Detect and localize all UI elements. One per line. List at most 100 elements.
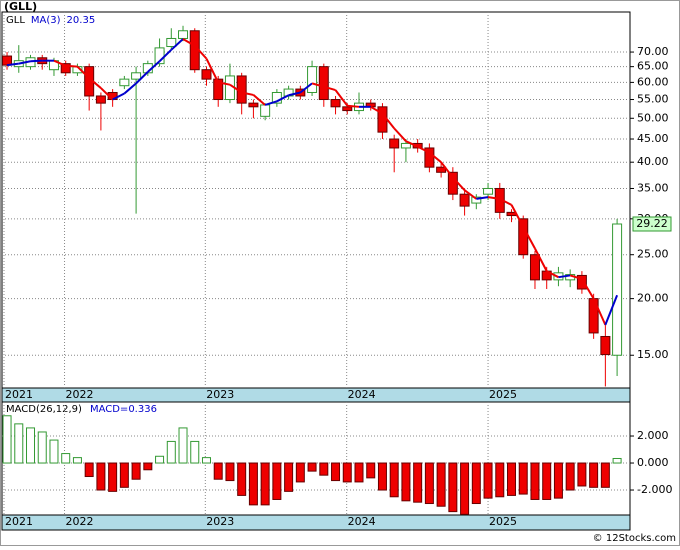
macd-bar (507, 462, 517, 496)
footer: © 12Stocks.com (593, 533, 676, 544)
macd-bar (295, 462, 305, 483)
candle-body (201, 69, 212, 80)
candle-body (377, 106, 388, 133)
ma-line (264, 100, 278, 106)
ma-line (252, 94, 266, 106)
macd-bar (49, 439, 59, 464)
macd-prefix: MACD= (90, 404, 128, 415)
macd-bar (589, 462, 599, 488)
y-tick-label: 25.00 (637, 248, 669, 261)
ma-line (241, 91, 254, 96)
macd-bar (436, 462, 446, 507)
candle-body (600, 335, 611, 356)
ma-name: MA(3) (31, 15, 61, 26)
macd-legend: MACD(26,12,9) MACD=0.336 (6, 404, 157, 415)
macd-bar (237, 462, 247, 496)
y-tick-label: 55.00 (637, 93, 669, 106)
y-tick-label: 2.000 (637, 429, 669, 442)
ma-line (428, 151, 442, 163)
candle-body (213, 78, 224, 101)
macd-bar (2, 415, 12, 464)
y-tick-label: 40.00 (637, 155, 669, 168)
macd-bar (225, 462, 235, 482)
macd-bar (84, 462, 94, 478)
price-tag-label: 29.22 (636, 217, 668, 230)
macd-bar (143, 462, 153, 471)
ma-value: 20.35 (67, 15, 96, 26)
ma-line (440, 161, 454, 179)
macd-bar (600, 462, 610, 488)
macd-bar (366, 462, 376, 479)
ma-line (276, 94, 290, 103)
x-tick-label: 2022 (66, 515, 94, 528)
ma-line (6, 62, 19, 67)
ma-line (347, 104, 360, 108)
candle-body (483, 187, 494, 195)
y-tick-label: 70.00 (637, 45, 669, 58)
macd-bar (401, 462, 411, 502)
macd-bar (213, 462, 223, 480)
x-tick-label: 2025 (489, 388, 517, 401)
legend: GLL MA(3) 20.35 (6, 15, 95, 26)
macd-panel (1, 401, 631, 516)
candle-body (330, 99, 341, 108)
candle-body (436, 166, 447, 173)
x-tick-label: 2021 (5, 388, 33, 401)
macd-bar (272, 462, 282, 500)
candle-body (471, 196, 482, 204)
macd-bar (61, 453, 71, 464)
macd-bar (72, 457, 82, 464)
macd-bar (201, 457, 211, 464)
x-tick-label: 2025 (489, 515, 517, 528)
ma-line (158, 49, 172, 62)
candle-body (178, 30, 189, 39)
macd-bar (331, 462, 341, 482)
ma-line (499, 197, 512, 206)
candle-body (447, 171, 458, 195)
ma-line (53, 59, 67, 67)
macd-bar (565, 462, 575, 491)
candle-body (400, 142, 411, 149)
y-tick-label: -2.000 (637, 483, 672, 496)
y-tick-label: 15.00 (637, 348, 669, 361)
macd-bar (96, 462, 106, 491)
candle-body (166, 37, 177, 48)
symbol: GLL (6, 15, 25, 26)
macd-bar (471, 462, 481, 505)
macd-bar (14, 423, 24, 464)
year-bar (1, 514, 631, 531)
ma-line (487, 196, 500, 200)
macd-bar (319, 462, 329, 476)
ma-line (558, 274, 571, 279)
ma-line (299, 82, 313, 94)
candle-body (131, 72, 142, 80)
ma-line (170, 38, 184, 51)
ma-line (334, 89, 349, 107)
ma-line (218, 81, 231, 86)
macd-bar (389, 462, 399, 498)
y-tick-label: 60.00 (637, 75, 669, 88)
x-tick-label: 2022 (66, 388, 94, 401)
macd-bar (26, 427, 36, 464)
candle-body (248, 102, 259, 108)
candle-body (459, 193, 470, 207)
macd-bar (37, 431, 47, 464)
macd-bar (166, 440, 176, 464)
macd-bar (190, 440, 200, 464)
macd-bar (448, 462, 458, 513)
macd-bar (424, 462, 434, 505)
y-tick-label: 35.00 (637, 181, 669, 194)
ma-line (100, 87, 114, 101)
x-tick-label: 2023 (206, 515, 234, 528)
macd-bar (377, 462, 387, 491)
macd-bar (577, 462, 587, 487)
x-tick-label: 2024 (348, 388, 376, 401)
ma-line (88, 77, 102, 89)
candle-body (529, 254, 540, 281)
ma-line (135, 71, 149, 85)
macd-value: 0.336 (128, 404, 157, 415)
ma-line (546, 270, 559, 279)
macd-bar (612, 457, 622, 464)
ma-line (592, 298, 607, 326)
